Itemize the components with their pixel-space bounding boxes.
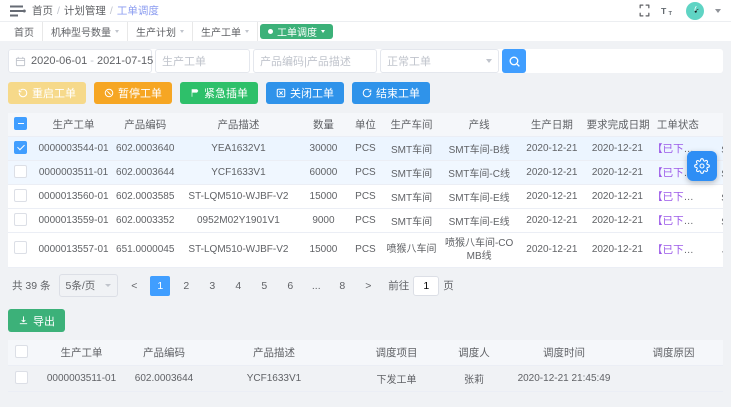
svg-text:T: T bbox=[669, 11, 673, 17]
svg-text:T: T bbox=[661, 6, 667, 16]
